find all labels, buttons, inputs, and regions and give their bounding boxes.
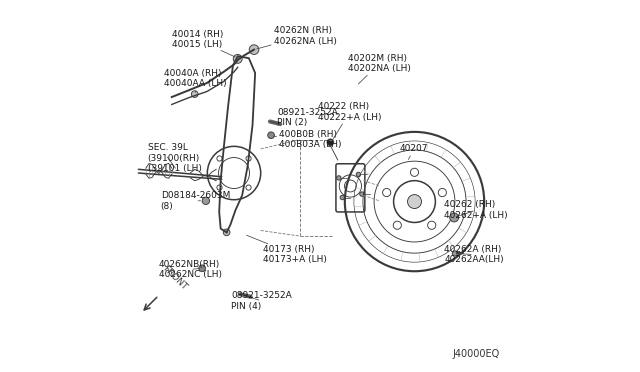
Text: 400B0B (RH)
400B03A (LH): 400B0B (RH) 400B03A (LH) — [274, 130, 342, 150]
Circle shape — [356, 172, 361, 177]
Text: 40207: 40207 — [400, 144, 428, 160]
Circle shape — [249, 45, 259, 54]
Text: 40173 (RH)
40173+A (LH): 40173 (RH) 40173+A (LH) — [246, 235, 326, 264]
Text: D08184-2603M
(8): D08184-2603M (8) — [161, 191, 230, 211]
Circle shape — [450, 213, 459, 222]
Text: 40262NB(RH)
40262NC (LH): 40262NB(RH) 40262NC (LH) — [159, 260, 222, 279]
Circle shape — [223, 229, 230, 235]
Circle shape — [233, 54, 242, 63]
Text: 40262N (RH)
40262NA (LH): 40262N (RH) 40262NA (LH) — [257, 26, 337, 49]
Text: 40262 (RH)
40262+A (LH): 40262 (RH) 40262+A (LH) — [444, 201, 508, 220]
Circle shape — [327, 139, 333, 145]
Circle shape — [452, 251, 458, 256]
Text: FRONT: FRONT — [161, 264, 189, 292]
Circle shape — [202, 197, 209, 205]
Circle shape — [268, 132, 275, 138]
Text: SEC. 39L
(39100(RH)
(39101 (LH): SEC. 39L (39100(RH) (39101 (LH) — [148, 143, 202, 173]
Circle shape — [337, 176, 341, 180]
Circle shape — [340, 195, 344, 200]
Text: 40040A (RH)
40040AA (LH): 40040A (RH) 40040AA (LH) — [164, 69, 227, 92]
Text: 40262A (RH)
40262AA(LH): 40262A (RH) 40262AA(LH) — [444, 245, 504, 264]
Circle shape — [360, 192, 364, 196]
Text: 40202M (RH)
40202NA (LH): 40202M (RH) 40202NA (LH) — [348, 54, 411, 84]
Text: 40014 (RH)
40015 (LH): 40014 (RH) 40015 (LH) — [172, 30, 235, 57]
Circle shape — [199, 265, 205, 272]
Circle shape — [191, 91, 198, 97]
Text: 08921-3252A
PIN (4): 08921-3252A PIN (4) — [231, 291, 292, 311]
Text: 08921-3252A
PIN (2): 08921-3252A PIN (2) — [273, 108, 338, 127]
Text: 40222 (RH)
40222+A (LH): 40222 (RH) 40222+A (LH) — [318, 102, 381, 141]
Text: J40000EQ: J40000EQ — [452, 349, 500, 359]
Circle shape — [408, 195, 422, 209]
